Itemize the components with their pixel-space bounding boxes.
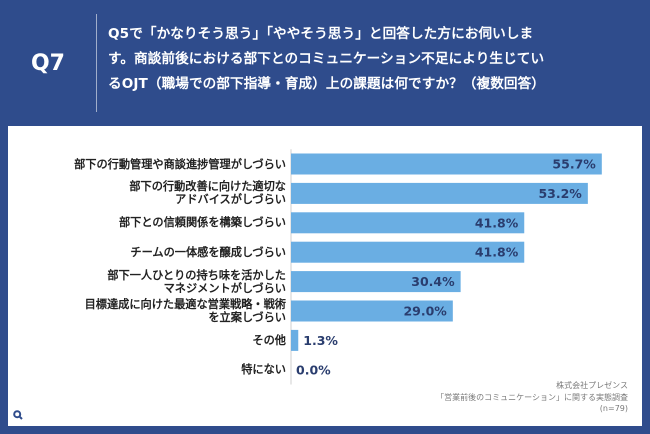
value-label-4: 41.8%	[475, 245, 519, 260]
chart-panel: 部下の行動管理や商談進捗管理がしづらい部下の行動改善に向けた適切な アドバイスが…	[8, 126, 642, 426]
source-survey: 「営業前後のコミュニケーション」に関する実態調査	[436, 392, 628, 402]
value-label-5: 30.4%	[411, 274, 455, 289]
category-label-4: チームの一体感を醸成しづらい	[130, 245, 286, 259]
logo-icon	[10, 407, 26, 422]
category-label-7: その他	[252, 333, 286, 347]
header-divider	[96, 14, 97, 112]
brand-logo: リサピー	[10, 405, 82, 424]
value-label-2: 53.2%	[538, 186, 582, 201]
question-line-3: るOJT（職場での部下指導・育成）上の課題は何ですか？（複数回答）	[108, 76, 545, 92]
category-label-8: 特にない	[241, 363, 286, 377]
bar-6	[291, 300, 453, 322]
value-label-6: 29.0%	[403, 304, 447, 319]
question-line-1: Q5で「かなりそう思う」「ややそう思う」と回答した方にお伺いしま	[108, 26, 534, 42]
logo-text: リサピー	[30, 409, 83, 424]
value-label-7: 1.3%	[303, 333, 338, 348]
category-label-3: 部下との信頼関係を構築しづらい	[118, 216, 286, 230]
category-label-6: 目標達成に向けた最適な営業戦略・戦術 を立案しづらい	[84, 298, 286, 324]
source-company: 株式会社プレゼンス	[556, 381, 628, 390]
source-note: 株式会社プレゼンス 「営業前後のコミュニケーション」に関する実態調査 (n=79…	[436, 380, 628, 415]
question-header: Q7 Q5で「かなりそう思う」「ややそう思う」と回答した方にお伺いしま す。商談…	[0, 0, 650, 126]
value-label-1: 55.7%	[552, 157, 596, 172]
category-label-1: 部下の行動管理や商談進捗管理がしづらい	[74, 157, 286, 171]
value-label-3: 41.8%	[475, 215, 519, 230]
value-label-8: 0.0%	[296, 362, 331, 377]
question-line-2: す。商談前後における部下とのコミュニケーション不足により生じてい	[108, 51, 545, 67]
bar-chart: 55.7% 53.2% 41.8% 41.8% 30.4% 29.0% 1.3% 0.0%	[290, 149, 602, 385]
bar-5	[291, 271, 461, 293]
question-text: Q5で「かなりそう思う」「ややそう思う」と回答した方にお伺いしま す。商談前後に…	[108, 22, 642, 97]
category-label-5: 部下一人ひとりの持ち味を活かした マネジメントがしづらい	[107, 268, 286, 295]
bar-2	[291, 182, 588, 204]
question-number: Q7	[30, 50, 65, 76]
bar-7	[291, 329, 299, 351]
bar-3	[291, 212, 525, 234]
bar-4	[291, 241, 525, 263]
bar-1	[291, 153, 602, 175]
category-label-2: 部下の行動改善に向けた適切な アドバイスがしづらい	[129, 180, 286, 207]
source-sample-size: (n=79)	[599, 404, 628, 413]
